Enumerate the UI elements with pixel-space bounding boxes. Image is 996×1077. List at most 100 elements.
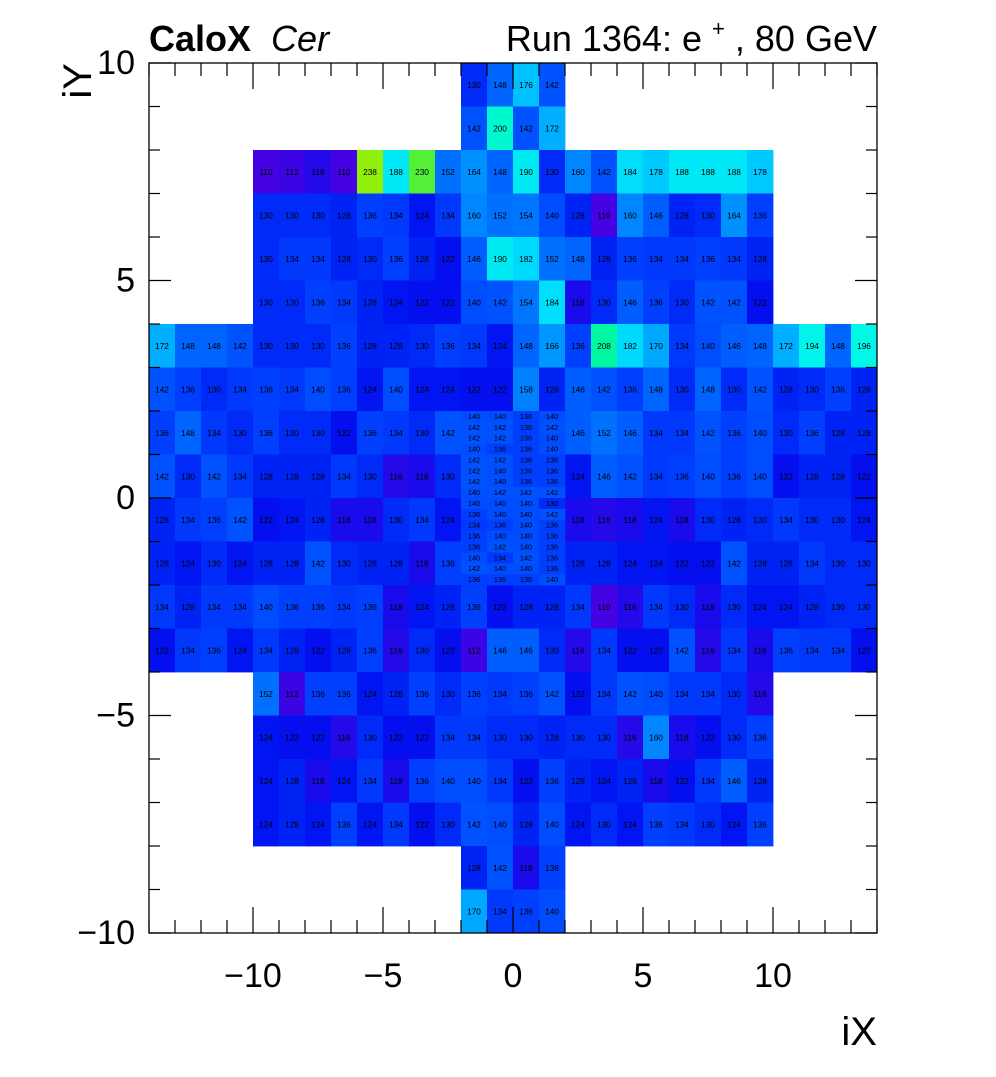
- heatmap-cell: [331, 759, 358, 803]
- heatmap-cell: [279, 280, 306, 325]
- heatmap-cell: [565, 585, 592, 629]
- heatmap-cell: [201, 628, 228, 673]
- heatmap-cell-label: 146: [727, 776, 741, 786]
- heatmap-cell-label: 142: [675, 645, 689, 655]
- heatmap-cell: [539, 237, 566, 281]
- heatmap-cell: [539, 889, 566, 934]
- heatmap-cell-label: 122: [285, 732, 299, 742]
- heatmap-cell: [149, 585, 176, 629]
- heatmap-cell: [305, 237, 332, 281]
- heatmap-cell-label: 130: [467, 80, 481, 90]
- heatmap-fine-cell: [487, 508, 514, 521]
- heatmap-cell-label: 128: [337, 645, 351, 655]
- heatmap-fine-cell: [487, 443, 514, 455]
- heatmap-cell-label: 134: [233, 602, 247, 612]
- heatmap-cell: [747, 411, 774, 455]
- heatmap-cell: [851, 628, 878, 673]
- heatmap-cell-label: 136: [701, 254, 715, 264]
- y-tick-label: −10: [77, 914, 135, 952]
- heatmap-cell-label: 146: [623, 297, 637, 307]
- heatmap-cell: [357, 585, 384, 629]
- heatmap-cell-label: 148: [181, 341, 195, 351]
- heatmap-cell: [669, 672, 696, 716]
- heatmap-cell: [513, 846, 540, 890]
- heatmap-cell: [357, 237, 384, 281]
- heatmap-fine-cell: [461, 508, 488, 521]
- heatmap-cell-label: 128: [805, 602, 819, 612]
- heatmap-cell: [253, 585, 280, 629]
- heatmap-cell: [513, 672, 540, 716]
- heatmap-cell: [643, 367, 670, 412]
- heatmap-cell: [357, 802, 384, 847]
- heatmap-fine-cell: [461, 519, 488, 532]
- heatmap-cell: [825, 585, 852, 629]
- heatmap-cell: [305, 672, 332, 716]
- heatmap-cell-label: 130: [701, 819, 715, 829]
- heatmap-cell-label: 136: [311, 602, 325, 612]
- heatmap-fine-cell-label: 136: [546, 553, 558, 562]
- heatmap-cell: [513, 106, 540, 151]
- heatmap-fine-cell-label: 136: [520, 477, 532, 486]
- heatmap-cell-label: 188: [701, 167, 715, 177]
- heatmap-cell: [487, 628, 514, 673]
- heatmap-cell: [669, 498, 696, 542]
- heatmap-cell: [747, 585, 774, 629]
- y-axis-title: iY: [56, 63, 100, 99]
- heatmap-cell-label: 122: [675, 776, 689, 786]
- heatmap-cell-label: 130: [311, 341, 325, 351]
- heatmap-cell-label: 112: [467, 645, 481, 655]
- heatmap-cell-label: 128: [753, 776, 767, 786]
- heatmap-cell-label: 146: [597, 471, 611, 481]
- heatmap-cell: [591, 802, 618, 847]
- heatmap-cell: [539, 672, 566, 716]
- heatmap-cell: [617, 541, 644, 586]
- heatmap-cell: [643, 715, 670, 760]
- heatmap-cell-label: 118: [337, 515, 351, 525]
- heatmap-cell: [513, 280, 540, 325]
- heatmap-fine-cell-label: 140: [468, 445, 480, 454]
- heatmap-cell-label: 130: [831, 515, 845, 525]
- heatmap-cell-label: 152: [441, 167, 455, 177]
- heatmap-cell: [305, 324, 332, 368]
- heatmap-cell-label: 130: [753, 515, 767, 525]
- heatmap-cell: [539, 193, 566, 238]
- heatmap-cell-label: 136: [285, 602, 299, 612]
- heatmap-cell-label: 128: [441, 602, 455, 612]
- heatmap-cell-label: 124: [415, 602, 429, 612]
- heatmap-cell-label: 130: [727, 689, 741, 699]
- heatmap-cell-label: 134: [155, 602, 169, 612]
- heatmap-cell: [383, 672, 410, 716]
- heatmap-cell: [383, 454, 410, 499]
- heatmap-cell: [305, 541, 332, 586]
- heatmap-cell-label: 134: [285, 384, 299, 394]
- heatmap-cell-label: 128: [753, 558, 767, 568]
- heatmap-cell-label: 136: [337, 341, 351, 351]
- heatmap-fine-cell-label: 136: [520, 434, 532, 443]
- heatmap-cell-label: 130: [259, 210, 273, 220]
- x-tick-label: −5: [364, 957, 403, 995]
- heatmap-cell: [435, 454, 462, 499]
- heatmap-cell: [669, 193, 696, 238]
- heatmap-cell-label: 130: [363, 732, 377, 742]
- heatmap-cell: [383, 585, 410, 629]
- heatmap-cell: [669, 541, 696, 586]
- heatmap-cell-label: 130: [701, 210, 715, 220]
- heatmap-cell-label: 134: [389, 428, 403, 438]
- heatmap-cell-label: 136: [779, 645, 793, 655]
- heatmap-cell: [851, 541, 878, 586]
- heatmap-fine-cell-label: 140: [520, 510, 532, 519]
- heatmap-cell-label: 136: [155, 428, 169, 438]
- heatmap-fine-cell-label: 136: [546, 532, 558, 541]
- heatmap-cell-label: 142: [701, 297, 715, 307]
- heatmap-cell: [825, 541, 852, 586]
- heatmap-cell-label: 190: [519, 167, 533, 177]
- heatmap-fine-cell: [513, 519, 540, 532]
- heatmap-cell-label: 130: [545, 645, 559, 655]
- heatmap-cell: [513, 63, 540, 107]
- heatmap-cell: [305, 628, 332, 673]
- heatmap-cell-label: 128: [779, 558, 793, 568]
- heatmap-cell: [227, 628, 254, 673]
- heatmap-cell: [617, 628, 644, 673]
- heatmap-cell-label: 134: [805, 558, 819, 568]
- heatmap-cell-label: 128: [311, 471, 325, 481]
